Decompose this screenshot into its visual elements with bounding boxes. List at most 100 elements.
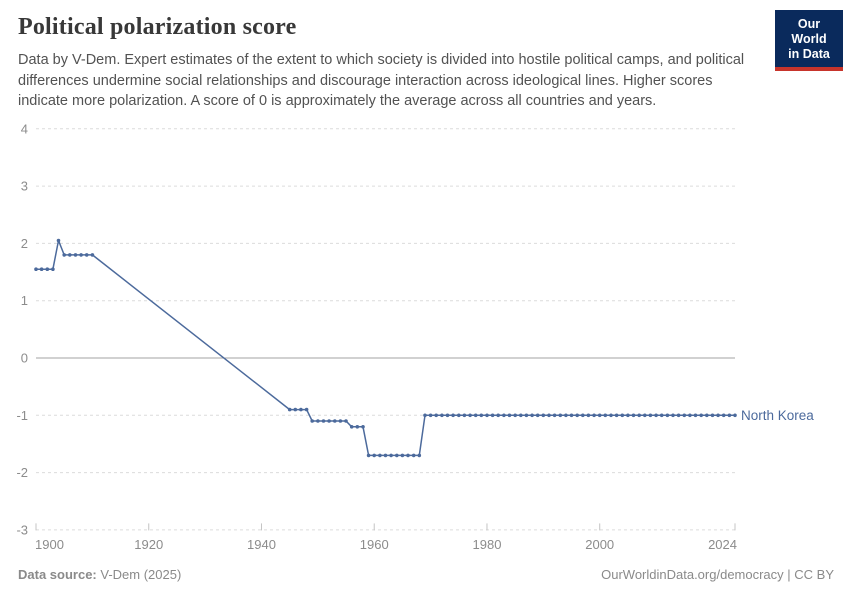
data-point[interactable]: [524, 413, 529, 418]
data-point[interactable]: [366, 453, 371, 458]
data-point[interactable]: [654, 413, 658, 418]
data-point[interactable]: [34, 267, 38, 272]
data-point[interactable]: [428, 413, 433, 418]
data-point[interactable]: [90, 253, 95, 257]
data-point[interactable]: [721, 413, 726, 418]
data-point[interactable]: [693, 413, 698, 418]
data-point[interactable]: [485, 413, 489, 418]
data-point[interactable]: [56, 238, 61, 243]
data-point[interactable]: [620, 413, 625, 418]
data-point[interactable]: [676, 413, 681, 418]
data-point[interactable]: [457, 413, 461, 418]
series-label-north-korea: North Korea: [741, 408, 814, 423]
data-point[interactable]: [383, 453, 388, 458]
credit-link[interactable]: OurWorldinData.org/democracy | CC BY: [601, 567, 834, 582]
data-point[interactable]: [727, 413, 732, 418]
data-point[interactable]: [462, 413, 467, 418]
x-axis: 1900 1920 1940 1960 1980 2000 2024: [35, 523, 737, 552]
data-point[interactable]: [603, 413, 608, 418]
data-point[interactable]: [490, 413, 495, 418]
series-north-korea[interactable]: North Korea: [34, 238, 814, 458]
data-point[interactable]: [643, 413, 647, 418]
data-point[interactable]: [575, 413, 579, 418]
data-point[interactable]: [68, 253, 72, 257]
data-point[interactable]: [530, 413, 534, 418]
data-point[interactable]: [355, 425, 360, 429]
data-point[interactable]: [648, 413, 653, 418]
data-point[interactable]: [631, 413, 636, 418]
data-point[interactable]: [507, 413, 512, 418]
data-point[interactable]: [614, 413, 619, 418]
data-point[interactable]: [39, 267, 44, 272]
data-point[interactable]: [344, 419, 348, 423]
data-point[interactable]: [349, 425, 354, 429]
data-point[interactable]: [586, 413, 591, 418]
data-point[interactable]: [468, 413, 472, 418]
data-point[interactable]: [445, 413, 450, 418]
data-point[interactable]: [637, 413, 641, 418]
data-point[interactable]: [547, 413, 551, 418]
data-point[interactable]: [659, 413, 664, 418]
data-point[interactable]: [327, 419, 331, 423]
data-point[interactable]: [62, 253, 66, 257]
data-point[interactable]: [496, 413, 501, 418]
data-point[interactable]: [316, 419, 320, 423]
data-point[interactable]: [716, 413, 720, 418]
data-point[interactable]: [733, 413, 737, 418]
y-tick-label: 1: [21, 293, 28, 308]
data-point[interactable]: [299, 407, 303, 412]
data-point[interactable]: [451, 413, 455, 418]
data-point[interactable]: [592, 413, 596, 418]
data-point[interactable]: [395, 453, 399, 458]
data-point[interactable]: [564, 413, 568, 418]
x-tick-label: 1920: [134, 537, 163, 552]
x-tick-label: 2000: [585, 537, 614, 552]
data-point[interactable]: [411, 453, 416, 458]
data-point[interactable]: [535, 413, 540, 418]
data-point[interactable]: [552, 413, 557, 418]
data-point[interactable]: [378, 453, 382, 458]
data-point[interactable]: [665, 413, 670, 418]
data-point[interactable]: [671, 413, 675, 418]
data-point[interactable]: [423, 413, 427, 418]
data-point[interactable]: [79, 253, 83, 257]
data-point[interactable]: [558, 413, 563, 418]
x-tick-label: 1940: [247, 537, 276, 552]
data-point[interactable]: [609, 413, 613, 418]
data-point[interactable]: [321, 419, 326, 423]
data-point[interactable]: [699, 413, 703, 418]
data-point[interactable]: [45, 267, 50, 272]
data-point[interactable]: [502, 413, 506, 418]
data-point[interactable]: [287, 407, 292, 412]
data-point[interactable]: [389, 453, 393, 458]
series-line[interactable]: [36, 239, 735, 457]
data-point[interactable]: [440, 413, 444, 418]
data-point[interactable]: [688, 413, 692, 418]
data-point[interactable]: [338, 419, 343, 423]
data-point[interactable]: [333, 419, 337, 423]
data-point[interactable]: [581, 413, 585, 418]
data-point[interactable]: [434, 413, 439, 418]
data-point[interactable]: [84, 253, 89, 257]
data-point[interactable]: [73, 253, 78, 257]
data-point[interactable]: [406, 453, 410, 458]
data-point[interactable]: [293, 407, 298, 412]
data-point[interactable]: [304, 407, 309, 412]
data-point[interactable]: [705, 413, 709, 418]
data-point[interactable]: [626, 413, 630, 418]
data-point[interactable]: [473, 413, 478, 418]
data-point[interactable]: [710, 413, 715, 418]
data-point[interactable]: [569, 413, 574, 418]
data-point[interactable]: [417, 453, 422, 458]
data-point[interactable]: [519, 413, 523, 418]
data-point[interactable]: [479, 413, 484, 418]
data-point[interactable]: [541, 413, 546, 418]
data-point[interactable]: [400, 453, 405, 458]
data-point[interactable]: [597, 413, 602, 418]
data-point[interactable]: [682, 413, 687, 418]
data-point[interactable]: [372, 453, 377, 458]
data-point[interactable]: [513, 413, 517, 418]
data-point[interactable]: [310, 419, 315, 423]
data-point[interactable]: [361, 425, 365, 429]
data-point[interactable]: [51, 267, 55, 272]
